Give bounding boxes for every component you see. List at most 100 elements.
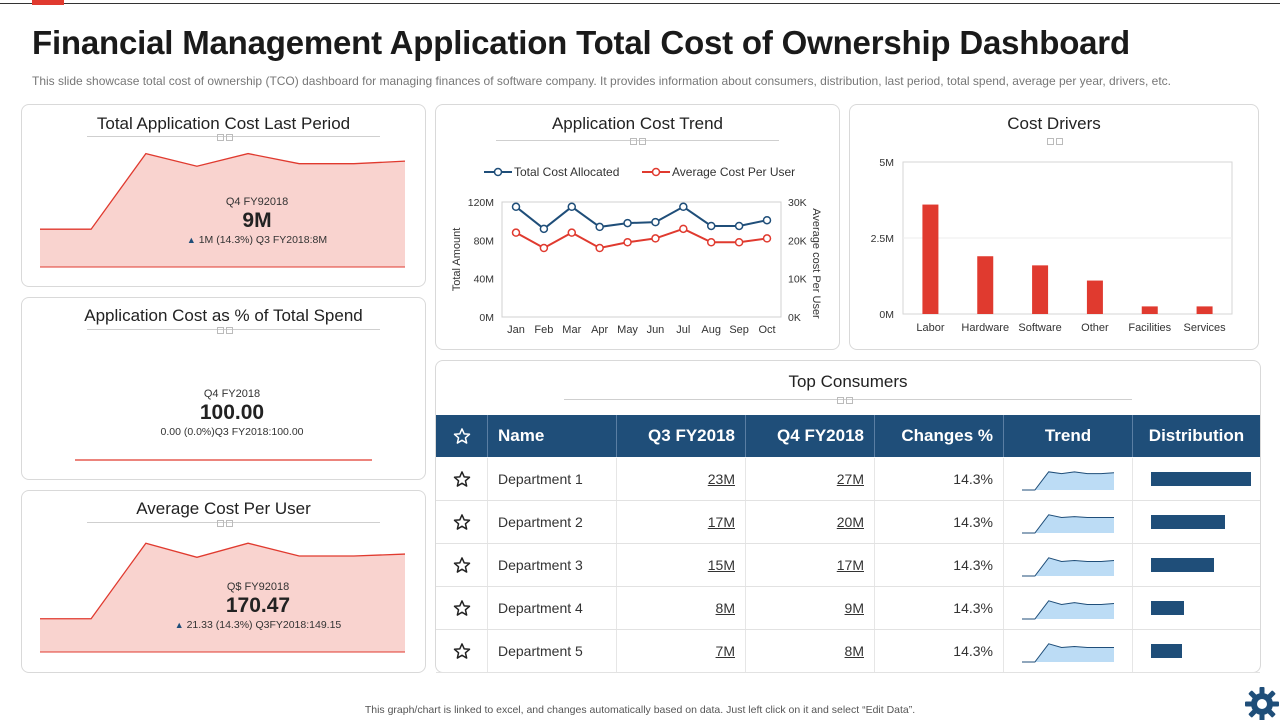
row-q4[interactable]: 9M <box>746 587 875 629</box>
row-q3[interactable]: 17M <box>617 501 746 543</box>
row-change: 14.3% <box>875 501 1004 543</box>
cost-trend-chart: Jan Feb Mar Apr May Jun Jul Aug Sep Oct 0M 40M 80M 12… <box>451 165 822 336</box>
header-trend[interactable]: Trend <box>1004 415 1133 457</box>
series-point <box>651 234 660 243</box>
area-line <box>40 152 406 230</box>
bar <box>922 204 939 314</box>
y2-axis-label: Average cost Per User <box>810 208 822 319</box>
star-icon[interactable] <box>436 501 488 543</box>
row-distribution <box>1133 630 1260 672</box>
sparkline-fill <box>1022 471 1114 490</box>
kpi-period: Q4 FY2018 <box>203 388 261 400</box>
series-point <box>539 243 549 253</box>
row-trend <box>1004 587 1133 629</box>
sparkline-line <box>1022 471 1115 491</box>
card-pct-spend: Application Cost as % of Total Spend Q4 … <box>21 297 426 480</box>
row-q4[interactable]: 8M <box>746 630 875 672</box>
page-title: Financial Management Application Total C… <box>32 24 1130 61</box>
row-trend <box>1004 544 1133 586</box>
gear-icon[interactable] <box>1244 686 1280 720</box>
series-point <box>623 218 632 228</box>
card-avg-user: Average Cost Per User Q$ FY92018 170.47 … <box>21 490 426 673</box>
row-q4-link[interactable]: 27M <box>836 471 864 487</box>
row-q4-link[interactable]: 8M <box>844 643 864 659</box>
header-star-icon[interactable] <box>436 415 488 457</box>
series-point <box>511 228 521 237</box>
distribution-bar <box>1151 515 1225 529</box>
row-q4-link[interactable]: 9M <box>844 600 864 616</box>
sparkline-line <box>1022 643 1114 663</box>
series-point <box>623 238 632 247</box>
row-q4[interactable]: 20M <box>746 501 875 543</box>
row-q4-link[interactable]: 17M <box>836 557 864 573</box>
header-changes[interactable]: Changes % <box>875 415 1004 457</box>
series-point <box>706 221 716 231</box>
table-row[interactable]: Department 1 23M 27M 14.3% <box>436 458 1260 501</box>
series-point <box>679 202 688 212</box>
row-q3[interactable]: 23M <box>617 458 746 500</box>
card-underline <box>87 522 380 523</box>
card-handle-icon[interactable] <box>217 134 233 141</box>
row-change: 14.3% <box>875 630 1004 672</box>
row-q3[interactable]: 7M <box>617 630 746 672</box>
row-q4-link[interactable]: 20M <box>836 514 864 530</box>
distribution-bar <box>1151 644 1182 658</box>
row-q3-link[interactable]: 15M <box>707 557 735 573</box>
kpi-avg-user: Q$ FY92018 170.47 ▲ 21.33 (14.3%) Q3FY20… <box>158 581 358 631</box>
bar <box>1032 265 1049 314</box>
series-line <box>515 227 768 250</box>
table-row[interactable]: Department 4 8M 9M 14.3% <box>436 587 1260 630</box>
legend-label: Total Cost Allocated <box>514 165 619 179</box>
kpi-value: 9M <box>242 209 272 232</box>
table-row[interactable]: Department 5 7M 8M 14.3% <box>436 630 1260 673</box>
card-handle-icon[interactable] <box>1047 138 1063 145</box>
star-icon[interactable] <box>436 458 488 500</box>
header-q3[interactable]: Q3 FY2018 <box>617 415 746 457</box>
header-distribution[interactable]: Distribution <box>1148 426 1245 445</box>
area-line <box>40 542 406 620</box>
y-tick-label: 0M <box>479 312 494 324</box>
kpi-value: 100.00 <box>199 401 265 424</box>
star-icon[interactable] <box>436 630 488 672</box>
kpi-change: ▲ 21.33 (14.3%) Q3FY2018:149.15 <box>158 619 358 631</box>
header-q4[interactable]: Q4 FY2018 <box>746 415 875 457</box>
series-point <box>734 238 744 247</box>
avg-user-area-chart <box>40 542 406 653</box>
star-icon[interactable] <box>436 587 488 629</box>
row-trend <box>1004 458 1133 500</box>
bar <box>1141 306 1158 314</box>
table-row[interactable]: Department 3 15M 17M 14.3% <box>436 544 1260 587</box>
row-q3-link[interactable]: 23M <box>707 471 735 487</box>
series-point <box>539 224 549 234</box>
area-fill <box>40 543 405 652</box>
row-change: 14.3% <box>875 458 1004 500</box>
card-handle-icon[interactable] <box>217 520 233 527</box>
x-tick-label: Oct <box>758 324 775 336</box>
table-row[interactable]: Department 2 17M 20M 14.3% <box>436 501 1260 544</box>
x-tick-label: Jun <box>647 324 665 336</box>
row-q3-link[interactable]: 8M <box>715 600 735 616</box>
series-point <box>595 243 604 253</box>
row-q4[interactable]: 27M <box>746 458 875 500</box>
row-q3-link[interactable]: 17M <box>707 514 735 530</box>
distribution-bar <box>1151 601 1184 615</box>
series-point <box>679 224 688 234</box>
header-name[interactable]: Name <box>488 415 617 457</box>
bar <box>1196 306 1213 314</box>
row-q3-link[interactable]: 7M <box>715 643 735 659</box>
series-point <box>567 202 577 212</box>
row-q3[interactable]: 15M <box>617 544 746 586</box>
card-handle-icon[interactable] <box>217 327 233 334</box>
kpi-period: Q4 FY92018 <box>225 196 289 208</box>
row-q4[interactable]: 17M <box>746 544 875 586</box>
legend-label: Average Cost Per User <box>672 165 795 179</box>
row-distribution <box>1133 458 1260 500</box>
card-handle-icon[interactable] <box>837 397 853 404</box>
x-tick-label: Jul <box>676 324 690 336</box>
y-axis-label: Total Amount <box>451 228 463 292</box>
star-icon[interactable] <box>436 544 488 586</box>
row-name: Department 1 <box>488 458 617 500</box>
row-q3[interactable]: 8M <box>617 587 746 629</box>
x-tick-label: Apr <box>591 324 608 336</box>
card-handle-icon[interactable] <box>630 138 646 145</box>
